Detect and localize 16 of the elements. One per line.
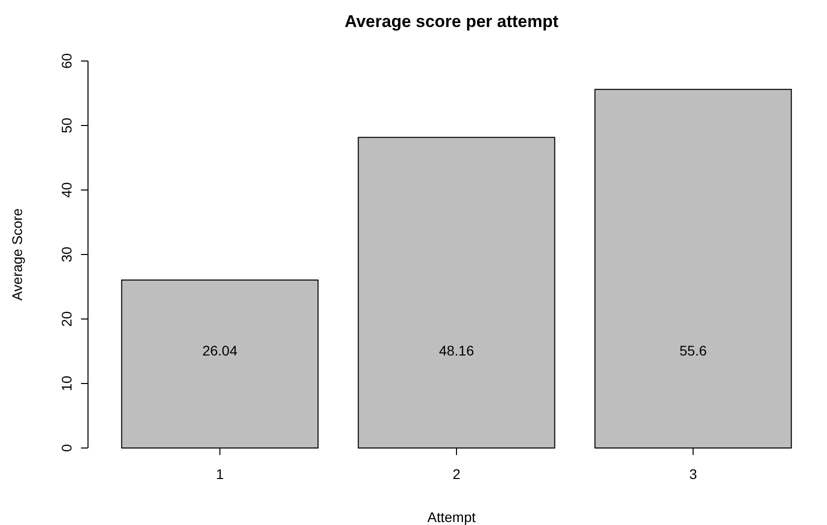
x-tick-label: 2 xyxy=(452,466,461,482)
y-tick-label: 40 xyxy=(58,182,75,198)
y-tick-label: 20 xyxy=(58,311,75,327)
y-tick-label: 60 xyxy=(58,53,75,69)
y-tick-label: 30 xyxy=(58,246,75,262)
y-tick-label: 50 xyxy=(58,118,75,134)
x-tick-label: 3 xyxy=(689,466,698,482)
chart-title: Average score per attempt xyxy=(344,12,559,31)
y-tick-label: 0 xyxy=(58,444,75,452)
data-label: 48.16 xyxy=(438,342,474,359)
data-label: 55.6 xyxy=(680,342,707,359)
data-label: 26.04 xyxy=(202,342,238,359)
y-axis-title: Average Score xyxy=(9,208,25,301)
x-tick-label: 1 xyxy=(216,466,224,482)
y-tick-label: 10 xyxy=(58,376,75,392)
x-axis-title: Attempt xyxy=(427,509,476,525)
